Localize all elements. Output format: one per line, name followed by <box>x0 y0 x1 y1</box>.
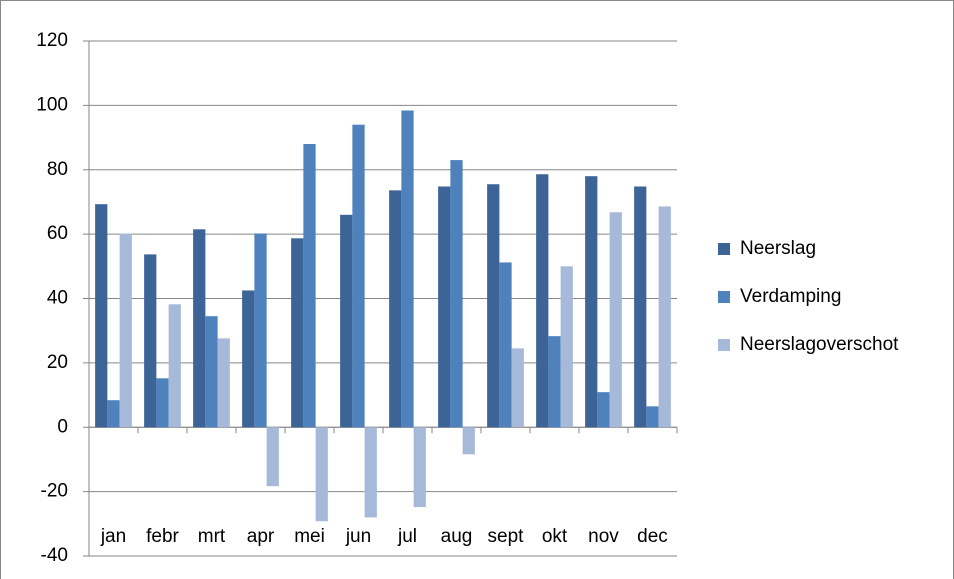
bar <box>352 124 365 428</box>
bar <box>560 266 573 428</box>
bar <box>217 338 230 428</box>
bar <box>156 378 169 428</box>
x-tick-label: mrt <box>198 526 226 547</box>
bar <box>364 427 377 518</box>
legend-swatch <box>718 291 730 303</box>
bar <box>634 186 647 428</box>
bar <box>499 262 512 428</box>
legend-swatch <box>718 243 730 255</box>
y-tick-label: 0 <box>57 416 68 437</box>
x-tick-label: aug <box>441 526 473 547</box>
y-tick-label: -20 <box>41 481 68 502</box>
bar <box>144 254 157 428</box>
bar <box>291 238 304 428</box>
legend-swatch <box>718 339 730 351</box>
bar <box>413 427 426 508</box>
bar <box>548 336 561 428</box>
bar <box>646 406 659 428</box>
x-tick-label: febr <box>146 526 179 547</box>
x-tick-label: mei <box>294 526 325 547</box>
y-tick-label: 20 <box>47 352 68 373</box>
bar <box>609 212 622 428</box>
bar <box>450 160 463 428</box>
bar <box>95 204 108 428</box>
y-tick-label: 60 <box>47 223 68 244</box>
x-tick-label: jun <box>345 526 371 547</box>
bar <box>536 174 549 428</box>
x-tick-label: dec <box>637 526 668 547</box>
bar <box>303 144 316 428</box>
x-tick-label: okt <box>542 526 568 547</box>
bar <box>401 110 414 428</box>
bar <box>340 214 353 428</box>
x-tick-label: apr <box>247 526 275 547</box>
legend-label: Verdamping <box>740 286 841 307</box>
bar <box>487 184 500 428</box>
bar <box>119 233 132 428</box>
bar <box>205 316 218 428</box>
y-tick-label: 100 <box>36 94 68 115</box>
bar <box>168 304 181 428</box>
bar <box>254 233 267 428</box>
x-tick-label: nov <box>588 526 619 547</box>
bar <box>193 229 206 428</box>
y-tick-label: 120 <box>36 30 68 51</box>
bar <box>658 206 671 428</box>
bar <box>389 190 402 428</box>
bar <box>462 427 475 455</box>
bar <box>242 290 255 428</box>
legend-label: Neerslagoverschot <box>740 334 899 355</box>
y-tick-label: 80 <box>47 159 68 180</box>
bar <box>266 427 279 487</box>
bar <box>511 348 524 428</box>
bar <box>438 186 451 428</box>
bar <box>107 400 120 428</box>
x-tick-label: sept <box>488 526 525 547</box>
bar <box>315 427 328 522</box>
x-tick-label: jan <box>100 526 126 547</box>
bar <box>585 176 598 428</box>
x-tick-label: jul <box>397 526 417 547</box>
legend-label: Neerslag <box>740 238 816 259</box>
bar <box>597 392 610 428</box>
y-tick-label: -40 <box>41 545 68 566</box>
y-tick-label: 40 <box>47 288 68 309</box>
